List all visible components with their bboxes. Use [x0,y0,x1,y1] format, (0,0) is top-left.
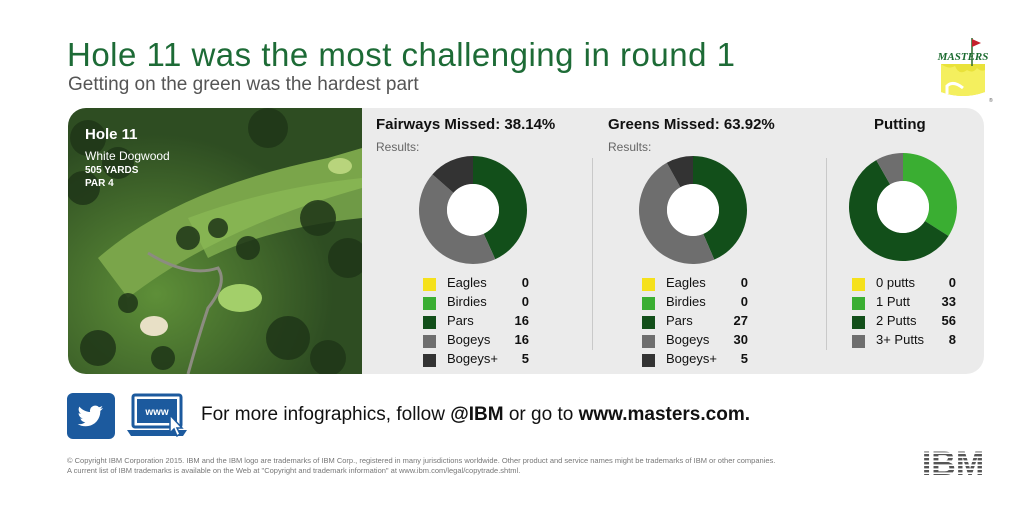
divider-2 [826,158,827,350]
donut-hole [447,184,499,236]
hole-nickname: White Dogwood [85,149,170,163]
legend-swatch [852,297,865,310]
svg-text:www: www [144,407,169,418]
donut-slice-bogeys- [666,156,693,188]
website-icon[interactable]: www [126,393,190,439]
fairways-section: Fairways Missed: 38.14% Results: Eagles 0… [376,108,596,374]
legend-label: Bogeys+ [447,351,498,366]
donut-slice-pars [693,156,747,260]
legend-swatch [852,278,865,291]
legend-label: 1 Putt [876,294,910,309]
legend-value: 0 [740,294,748,309]
divider-1 [592,158,593,350]
donut-slice-3-putts [876,153,903,185]
legend-label: Bogeys [447,332,491,347]
follow-text: For more infographics, follow @IBM or go… [201,404,750,425]
stats-panel: Hole 11 White Dogwood 505 YARDS PAR 4 Fa… [68,108,984,374]
legend-swatch [642,278,655,291]
legend-value: 27 [733,313,748,328]
putting-donut [849,153,957,261]
donut-slice-bogeys [639,162,715,264]
donut-hole [667,184,719,236]
legend-value: 5 [521,351,529,366]
legend-value: 0 [740,275,748,290]
legend-swatch [642,335,655,348]
donut-slice-pars [473,156,527,260]
legend-value: 0 [521,294,529,309]
legend-label: Birdies [447,294,487,309]
legend-label: 3+ Putts [876,332,925,347]
donut-slice-bogeys- [432,156,473,193]
greens-donut [639,156,747,264]
greens-title: Greens Missed: 63.92% [608,116,775,133]
legend-label: 2 Putts [876,313,917,328]
legend-label: 0 putts [876,275,916,290]
legend-value: 56 [941,313,956,328]
masters-logo: MASTERS ® [937,38,993,104]
legend-value: 8 [948,332,956,347]
fairways-title: Fairways Missed: 38.14% [376,116,556,133]
svg-text:®: ® [989,97,993,104]
twitter-bird-icon [77,405,103,427]
masters-site-link[interactable]: www.masters.com. [578,404,750,425]
legend-label: Eagles [447,275,487,290]
legend-value: 33 [941,294,956,309]
legend-swatch [423,316,436,329]
legend-swatch [852,316,865,329]
copyright-text: © Copyright IBM Corporation 2015. IBM an… [67,456,776,475]
twitter-button[interactable] [67,393,115,439]
legend-value: 0 [521,275,529,290]
legend-label: Bogeys+ [666,351,717,366]
legend-swatch [642,297,655,310]
legend-swatch [642,316,655,329]
legend-label: Pars [666,313,693,328]
ibm-logo: IBM [922,446,984,478]
page-subtitle: Getting on the green was the hardest par… [68,74,419,95]
fairways-donut [419,156,527,264]
legend-value: 5 [740,351,748,366]
svg-text:IBM: IBM [922,446,984,478]
ibm-handle-link[interactable]: @IBM [450,404,504,425]
legend-value: 16 [514,332,529,347]
greens-results-label: Results: [608,140,652,154]
legend-value: 16 [514,313,529,328]
legend-swatch [852,335,865,348]
hole-yards: 505 YARDS [85,165,139,176]
putting-title: Putting [874,116,926,133]
page-title: Hole 11 was the most challenging in roun… [67,36,736,73]
hole-name: Hole 11 [85,126,138,143]
legend-label: Birdies [666,294,706,309]
legend-swatch [423,278,436,291]
greens-section: Greens Missed: 63.92% Results: Eagles 0 Bi… [608,108,828,374]
donut-slice-2-putts [849,160,949,261]
donut-slice-1-putt [903,153,957,236]
legend-value: 30 [733,332,748,347]
legend-label: Bogeys [666,332,710,347]
hole-par: PAR 4 [85,178,114,189]
legend-swatch [642,354,655,367]
legend-swatch [423,335,436,348]
legend-label: Eagles [666,275,706,290]
legend-swatch [423,354,436,367]
hole-photo [68,108,362,374]
fairways-results-label: Results: [376,140,420,154]
svg-text:MASTERS: MASTERS [937,51,989,63]
donut-hole [877,181,929,233]
legend-label: Pars [447,313,474,328]
putting-section: Putting 0 putts 0 1 Putt 33 2 Putts 56 3+ Putt… [838,108,978,374]
donut-slice-bogeys [419,174,496,264]
legend-value: 0 [948,275,956,290]
legend-swatch [423,297,436,310]
